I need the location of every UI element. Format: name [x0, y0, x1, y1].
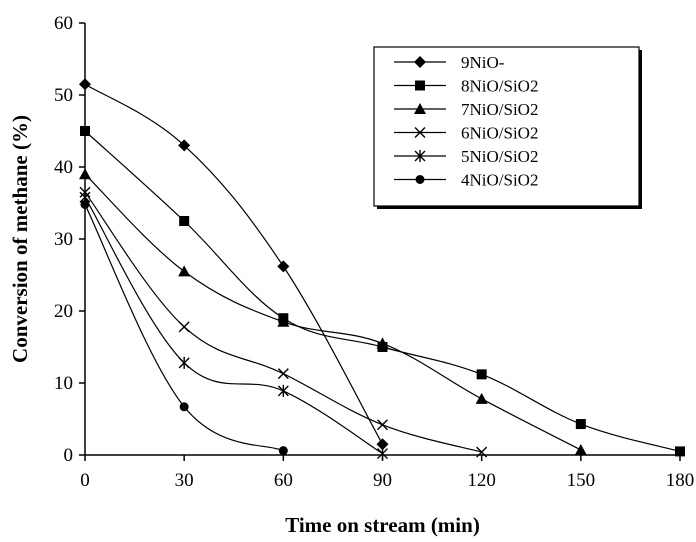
- series-line: [84, 196, 383, 455]
- data-point-diamond: [376, 438, 389, 451]
- data-point-star: [277, 384, 289, 397]
- data-point-triangle: [79, 168, 91, 180]
- data-point-diamond: [277, 260, 290, 273]
- x-tick-label: 60: [274, 470, 293, 491]
- legend-label: 7NiO/SiO2: [461, 100, 538, 119]
- y-axis-title: Conversion of methane (%): [8, 115, 32, 363]
- series-1: [79, 78, 389, 451]
- data-point-circle: [278, 446, 288, 456]
- data-point-star: [178, 356, 190, 369]
- data-point-x: [377, 419, 388, 431]
- y-tick-label: 60: [54, 13, 73, 34]
- legend-marker-diamond: [414, 56, 426, 68]
- data-point-square: [80, 126, 90, 136]
- series-3: [79, 168, 587, 455]
- data-point-diamond: [79, 78, 91, 91]
- data-point-square: [476, 369, 487, 380]
- x-tick-label: 150: [567, 470, 596, 491]
- data-point-triangle: [475, 392, 488, 404]
- data-point-x: [277, 368, 289, 380]
- legend-item: 9NiO-: [394, 53, 505, 72]
- x-tick-label: 30: [175, 470, 194, 491]
- legend-item: 7NiO/SiO2: [394, 100, 538, 119]
- x-tick-label: 120: [467, 470, 496, 491]
- y-tick-label: 40: [54, 157, 73, 178]
- data-point-x: [476, 446, 488, 458]
- y-tick-label: 0: [64, 445, 74, 466]
- data-point-star: [377, 447, 388, 460]
- series-line: [84, 173, 582, 451]
- y-tick-label: 50: [54, 85, 73, 106]
- legend-marker-circle: [415, 175, 425, 184]
- series-line: [84, 83, 384, 445]
- y-tick-label: 10: [54, 373, 73, 394]
- y-tick-label: 30: [54, 229, 73, 250]
- data-point-triangle: [574, 443, 587, 455]
- legend-label: 5NiO/SiO2: [461, 147, 538, 166]
- data-point-triangle: [277, 315, 290, 327]
- data-point-x: [178, 321, 190, 333]
- legend-label: 8NiO/SiO2: [461, 77, 538, 96]
- series-5: [79, 191, 388, 460]
- data-point-square: [675, 446, 685, 457]
- series-line: [84, 204, 284, 452]
- x-tick-label: 0: [80, 470, 90, 491]
- data-point-triangle: [178, 265, 191, 277]
- x-tick-label: 90: [373, 470, 392, 491]
- data-point-circle: [179, 402, 189, 412]
- data-point-square: [179, 216, 190, 226]
- legend-marker-triangle: [414, 103, 426, 114]
- legend-marker-square: [415, 80, 425, 91]
- legend: 9NiO- 8NiO/SiO2 7NiO/SiO2 6NiO/SiO2 5NiO/SiO…: [373, 46, 642, 209]
- data-point-square: [575, 419, 586, 430]
- y-tick-label: 20: [54, 301, 73, 322]
- legend-item: 5NiO/SiO2: [394, 147, 538, 166]
- legend-marker-star: [414, 150, 426, 162]
- data-point-diamond: [178, 139, 191, 152]
- legend-label: 6NiO/SiO2: [461, 124, 538, 143]
- legend-item: 4NiO/SiO2: [394, 171, 538, 190]
- legend-label: 4NiO/SiO2: [461, 171, 538, 190]
- legend-marker-x: [414, 127, 426, 138]
- x-axis-title: Time on stream (min): [285, 513, 480, 537]
- data-point-circle: [80, 199, 90, 209]
- data-point-triangle: [376, 337, 389, 349]
- series-layer: [79, 78, 685, 460]
- legend-item: 6NiO/SiO2: [394, 124, 538, 143]
- legend-label: 9NiO-: [461, 53, 505, 72]
- y-axis: 0 10 20 30 40 50 60: [54, 13, 85, 466]
- series-6: [80, 199, 288, 456]
- x-tick-label: 180: [666, 470, 695, 491]
- x-axis: 0 30 60 90 120 150 180: [80, 455, 694, 491]
- legend-item: 8NiO/SiO2: [394, 77, 538, 96]
